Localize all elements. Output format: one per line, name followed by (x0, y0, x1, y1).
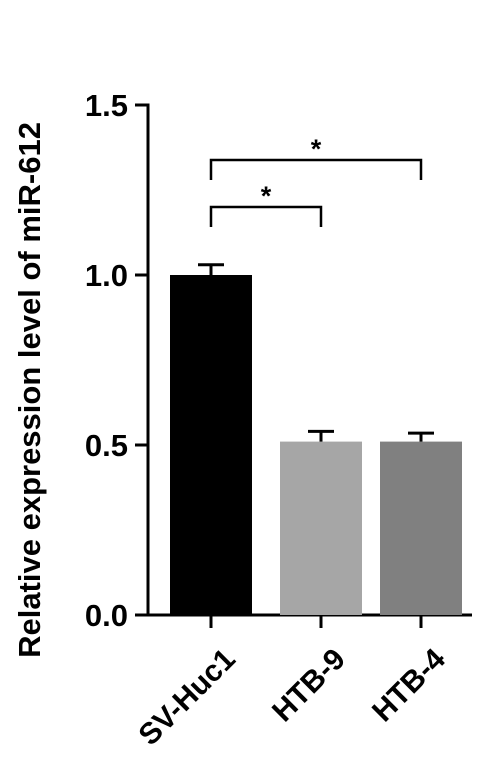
bar (280, 441, 362, 615)
x-ticks: SV-Huc1 HTB-9 HTB-4 (132, 615, 452, 752)
significance-label: * (311, 134, 322, 164)
significance-bracket (209, 205, 323, 227)
y-tick-label: 0.0 (85, 598, 128, 633)
y-ticks: 0.0 0.5 1.0 1.5 (85, 88, 148, 633)
significance-brackets: ** (209, 134, 423, 227)
bar (380, 441, 462, 615)
y-tick-label: 1.5 (85, 88, 128, 123)
significance-label: * (261, 181, 272, 211)
significance-bracket (209, 158, 423, 180)
y-tick-label: 1.0 (85, 258, 128, 293)
category-label: HTB-9 (266, 643, 352, 729)
bars (170, 263, 462, 615)
y-axis-title: Relative expression level of miR-612 (12, 122, 47, 658)
bar (170, 275, 252, 615)
y-axis-title-group: Relative expression level of miR-612 (12, 122, 47, 658)
y-tick-label: 0.5 (85, 428, 128, 463)
category-label: HTB-4 (366, 642, 452, 728)
category-label: SV-Huc1 (132, 643, 241, 752)
